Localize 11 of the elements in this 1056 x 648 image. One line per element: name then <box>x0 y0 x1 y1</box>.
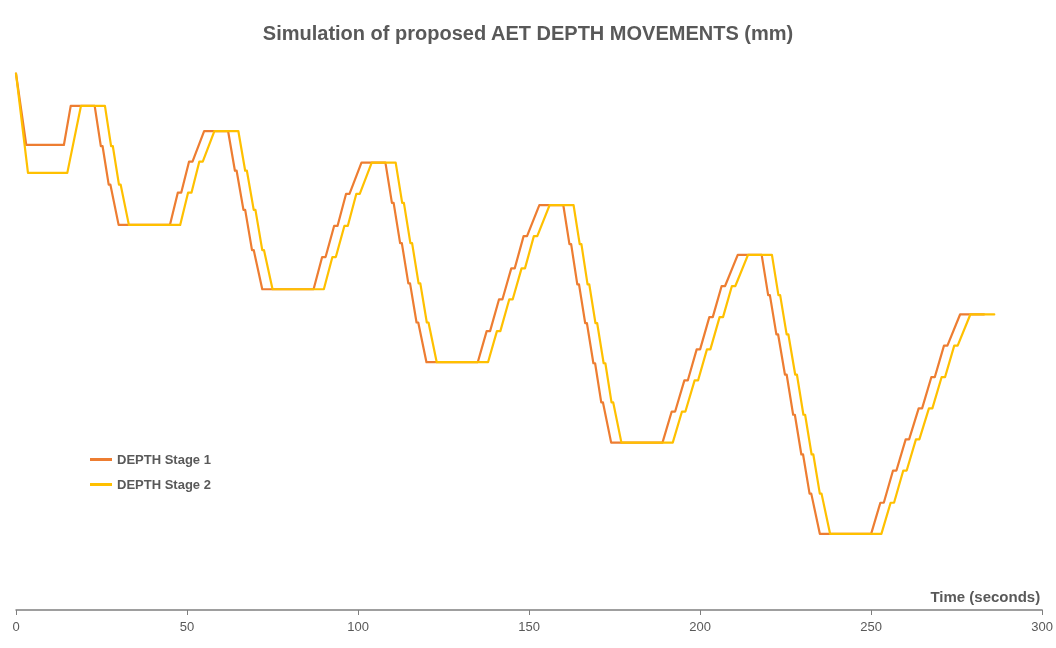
x-tick-label: 50 <box>179 619 195 634</box>
legend-label: DEPTH Stage 1 <box>117 452 211 467</box>
x-tick-label: 150 <box>518 619 540 634</box>
x-tick-label: 300 <box>1031 619 1054 634</box>
legend-label: DEPTH Stage 2 <box>117 477 211 492</box>
x-tick-label: 100 <box>347 619 369 634</box>
x-axis-title: Time (seconds) <box>930 588 1041 605</box>
x-tick-label: 0 <box>12 619 20 634</box>
chart-title: Simulation of proposed AET DEPTH MOVEMENTS (mm) <box>262 22 794 44</box>
x-tick-label: 250 <box>860 619 882 634</box>
x-tick-label: 200 <box>689 619 711 634</box>
